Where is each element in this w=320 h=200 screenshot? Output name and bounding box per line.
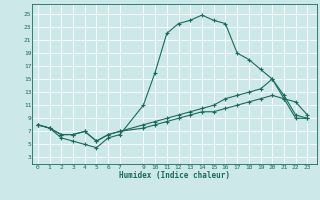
X-axis label: Humidex (Indice chaleur): Humidex (Indice chaleur) bbox=[119, 171, 230, 180]
